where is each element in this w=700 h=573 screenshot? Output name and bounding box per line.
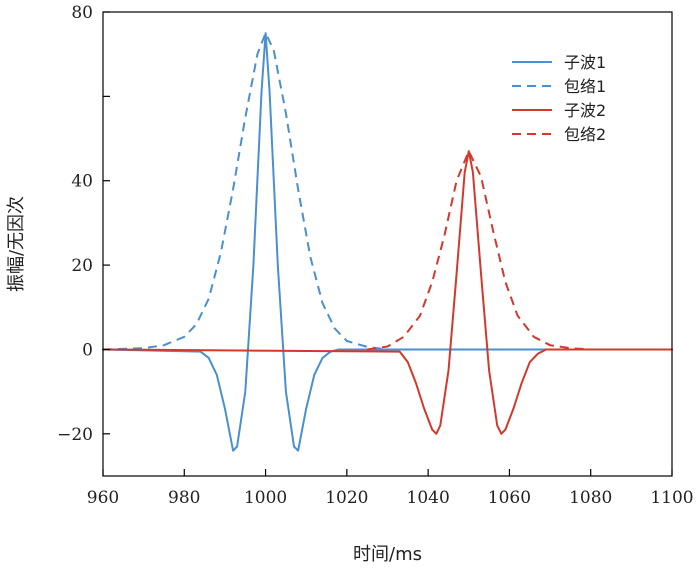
legend-label-3: 子波2 [564, 101, 606, 120]
legend-label-4: 包络2 [564, 125, 606, 144]
y-tick-label: 20 [71, 256, 93, 276]
x-tick-label: 960 [87, 488, 119, 508]
legend-label-2: 包络1 [564, 77, 606, 96]
data-layer [102, 32, 673, 452]
legend: 子波1 包络1 子波2 包络2 [512, 53, 606, 144]
x-axis-label: 时间/ms [353, 544, 422, 565]
y-tick-label: 0 [82, 340, 93, 360]
y-axis-label: 振幅/无因次 [6, 196, 27, 292]
series-line-1 [102, 32, 673, 452]
x-tick-label: 1040 [407, 488, 450, 508]
legend-label-1: 子波1 [564, 53, 606, 72]
x-tick-label: 1100 [650, 488, 693, 508]
series-line-4 [367, 150, 591, 351]
x-tick-label: 1000 [244, 488, 287, 508]
axes-layer: 960 980 1000 1020 1040 1060 1080 1100 −20 0 20 40 80 [57, 3, 694, 508]
x-tick-label: 1020 [325, 488, 368, 508]
x-tick-label: 1060 [488, 488, 531, 508]
series-line-3 [102, 150, 673, 435]
plot-frame [102, 11, 673, 477]
x-tick-label: 980 [168, 488, 200, 508]
y-tick-label: −20 [57, 425, 93, 445]
series-line-2 [102, 32, 388, 351]
y-tick-label: 80 [71, 3, 93, 23]
y-tick-label: 40 [71, 172, 93, 192]
x-tick-label: 1080 [569, 488, 612, 508]
